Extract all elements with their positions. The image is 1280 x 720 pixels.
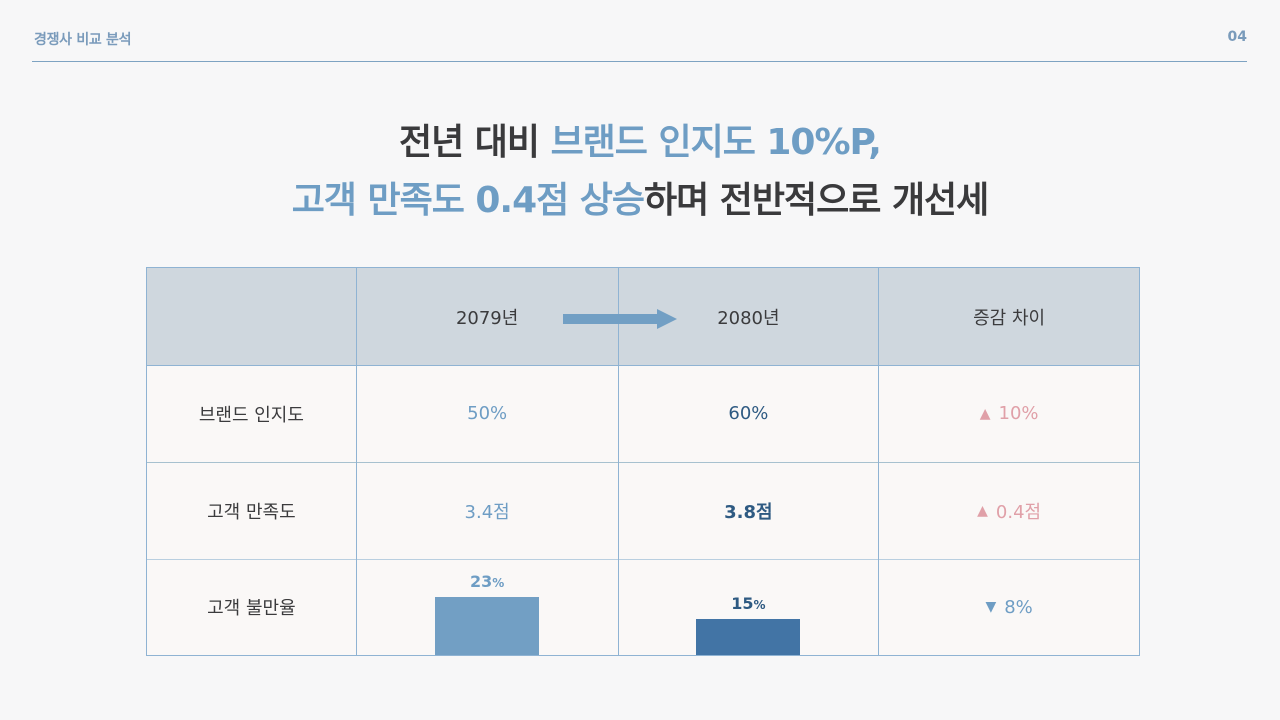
row-label: 브랜드 인지도 (147, 365, 357, 462)
row-label: 고객 불만율 (147, 559, 357, 655)
diff-value: ▲ 10% (879, 365, 1139, 462)
row-label: 고객 만족도 (147, 462, 357, 559)
title-plain-2: 하며 전반적으로 개선세 (644, 180, 989, 221)
header-year-curr: 2080년 (619, 268, 880, 365)
prev-bar-label: 23% (470, 572, 505, 591)
title-accent-2: 고객 만족도 0.4점 상승 (291, 180, 645, 221)
triangle-up-icon: ▲ (977, 502, 988, 519)
arrow-right-icon (563, 309, 677, 329)
header-diff: 증감 차이 (973, 307, 1046, 329)
diff-value: ▲ 0.4점 (879, 462, 1139, 559)
prev-value: 3.4점 (357, 462, 619, 559)
header-empty-cell (147, 268, 357, 365)
table-row-brand-awareness: 브랜드 인지도 50% 60% ▲ 10% (147, 365, 1139, 463)
curr-bar-label: 15% (731, 594, 766, 613)
diff-text: 0.4점 (995, 501, 1042, 523)
diff-text: 10% (998, 403, 1039, 424)
prev-bar (435, 597, 540, 655)
triangle-up-icon: ▲ (979, 405, 991, 422)
prev-bar-cell: 23% (357, 559, 619, 655)
curr-value: 60% (619, 365, 880, 462)
title-plain-1: 전년 대비 (399, 122, 551, 163)
section-title: 경쟁사 비교 분석 (34, 32, 132, 48)
table-row-complaint-rate: 고객 불만율 23% 15% ▼ 8% (147, 559, 1139, 655)
diff-value: ▼ 8% (879, 559, 1139, 655)
title-line-2: 고객 만족도 0.4점 상승하며 전반적으로 개선세 (0, 172, 1280, 230)
curr-bar (696, 619, 801, 655)
title-accent-1: 브랜드 인지도 10%P, (550, 122, 882, 163)
title-line-1: 전년 대비 브랜드 인지도 10%P, (0, 114, 1280, 172)
diff-text: 8% (1004, 596, 1033, 618)
curr-value: 3.8점 (619, 462, 880, 559)
curr-bar-cell: 15% (619, 559, 880, 655)
slide-title: 전년 대비 브랜드 인지도 10%P, 고객 만족도 0.4점 상승하며 전반적… (0, 114, 1280, 230)
triangle-down-icon: ▼ (985, 599, 997, 615)
table-row-satisfaction: 고객 만족도 3.4점 3.8점 ▲ 0.4점 (147, 462, 1139, 560)
prev-value: 50% (357, 365, 619, 462)
page-number: 04 (1227, 29, 1247, 45)
header-divider (32, 61, 1247, 62)
comparison-table: 2079년 2080년 증감 차이 브랜드 인지도 50% 60% ▲ 10% … (146, 267, 1140, 656)
